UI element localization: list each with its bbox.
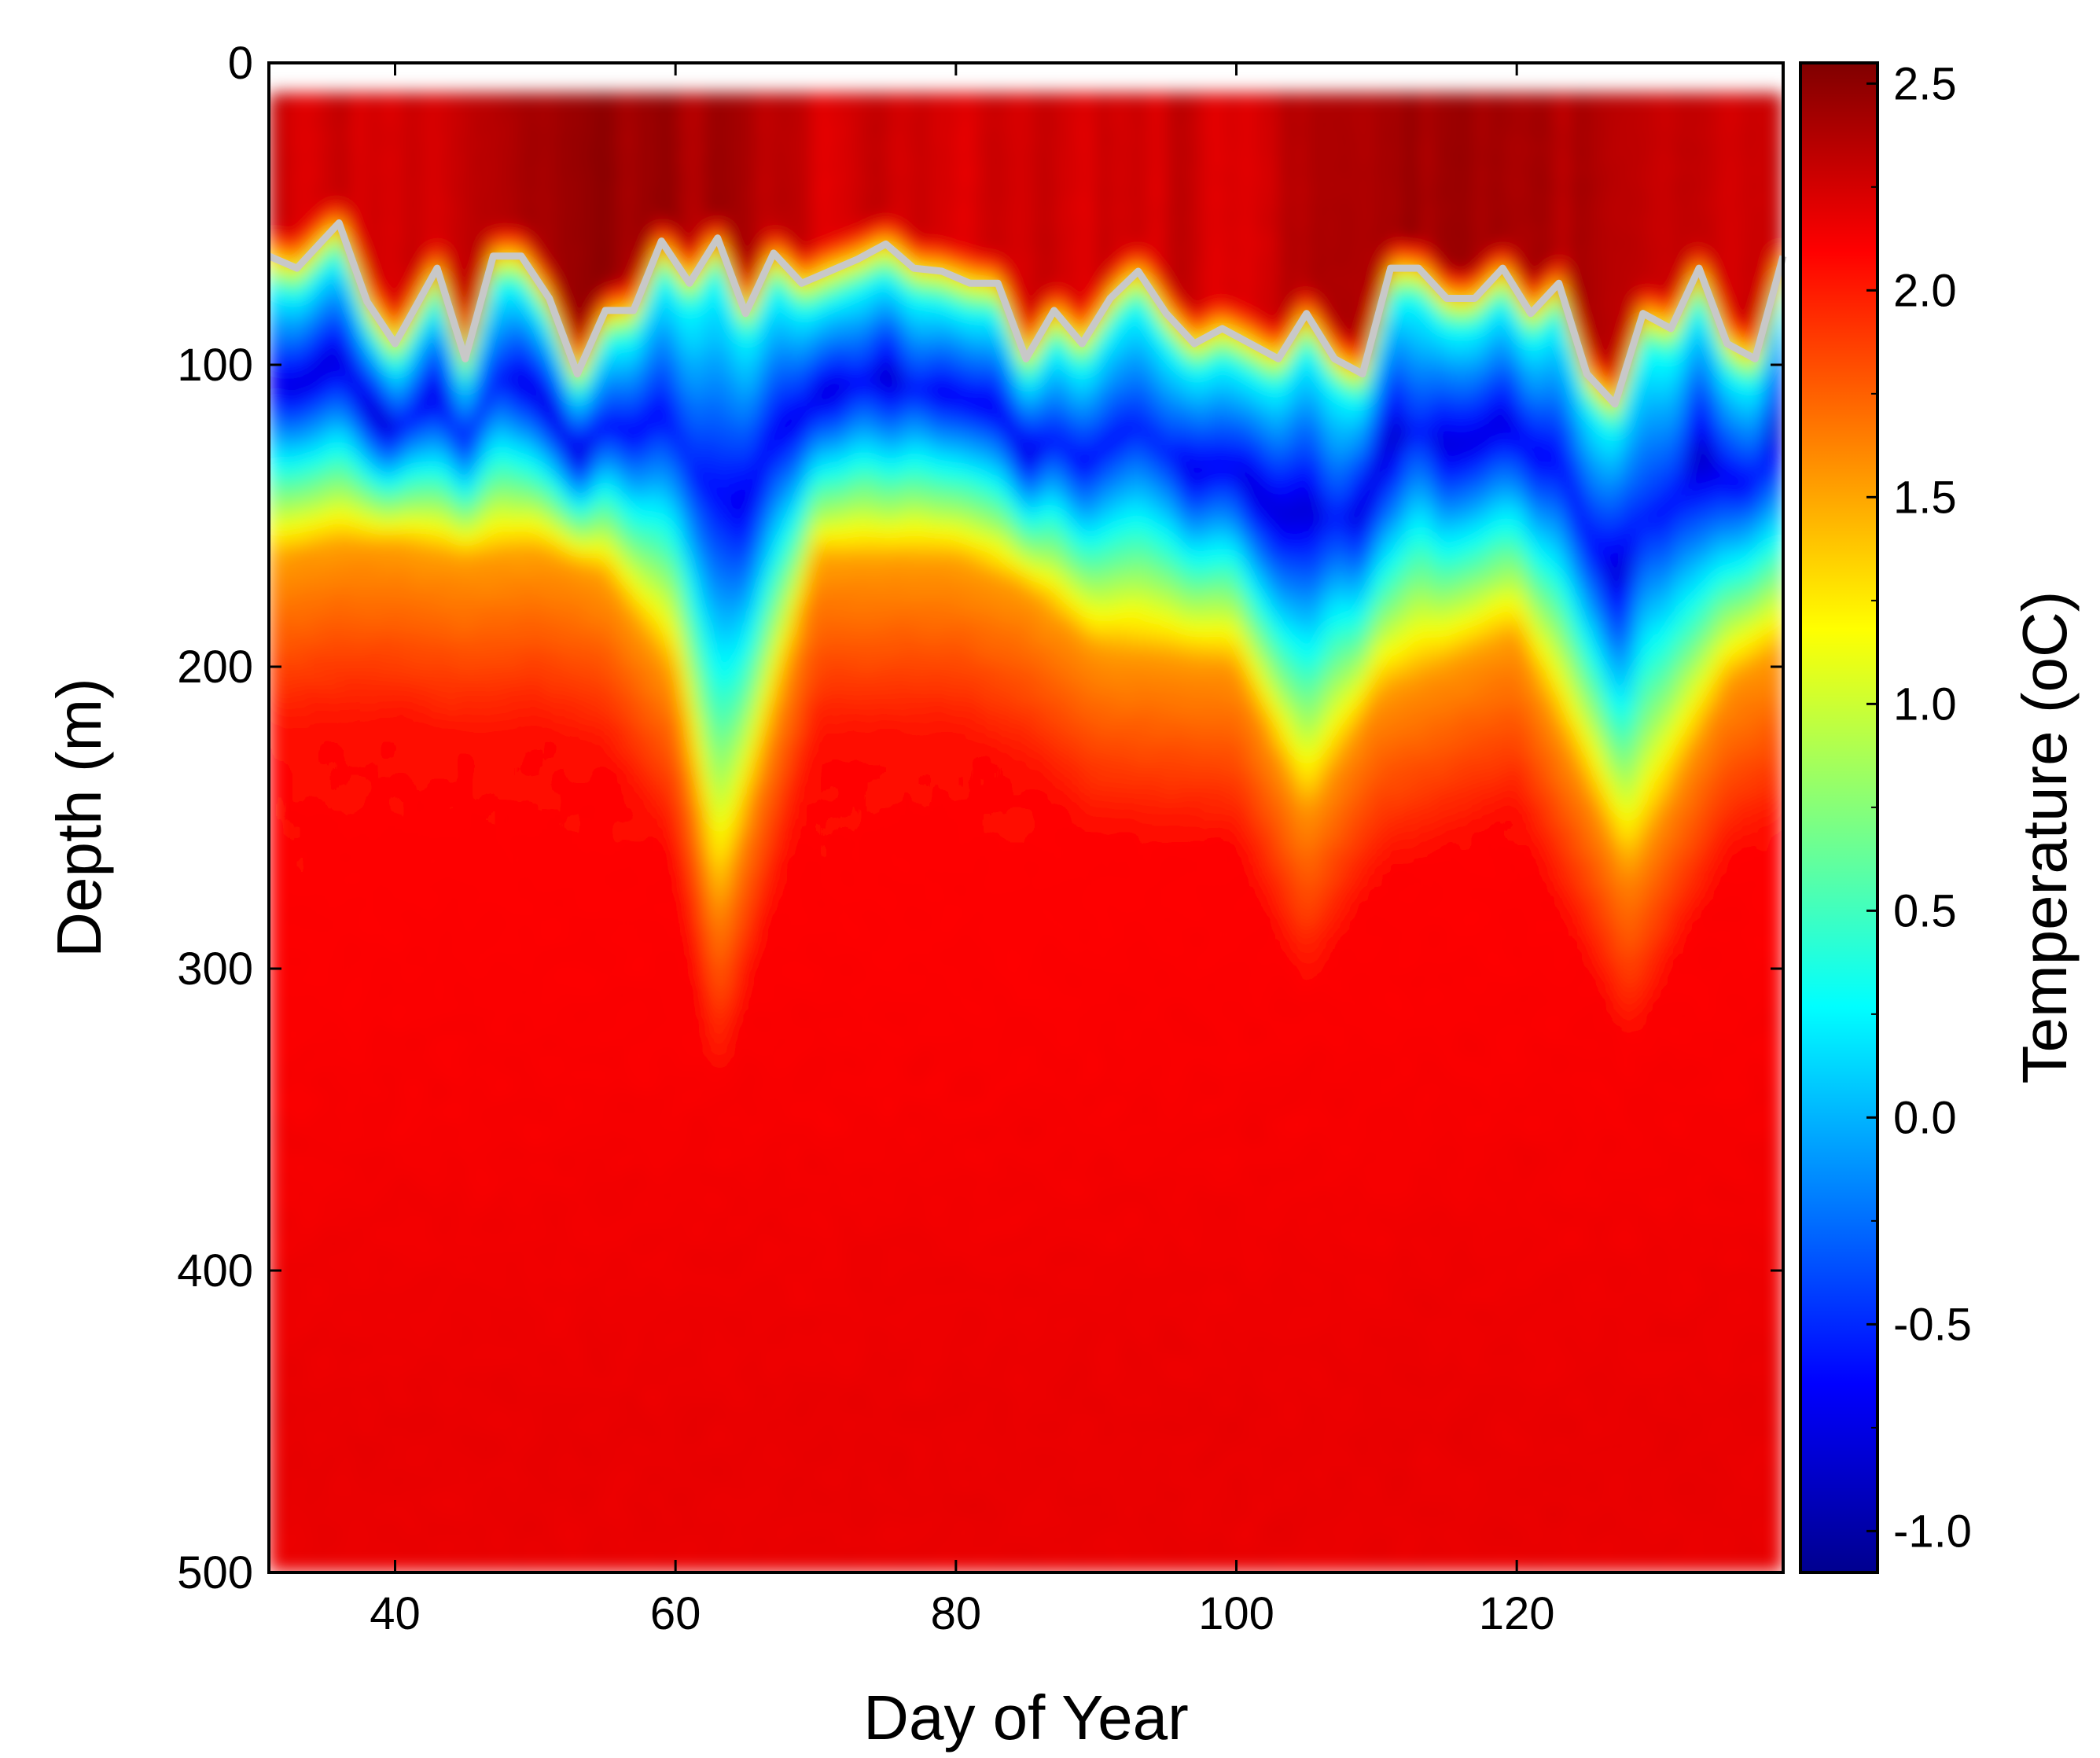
colorbar-tick-label: 2.0: [1893, 265, 1957, 316]
mixed-layer-depth-line: [267, 219, 1787, 408]
x-tick-label: 120: [1479, 1588, 1555, 1639]
colorbar-tick-label: -1.0: [1893, 1506, 1972, 1557]
colorbar-ticks: 2.5 2.0 1.5 1.0 0.5 0.0 -0.5 -1.0: [1866, 58, 1972, 1557]
x-axis: 40 60 80 100 120: [370, 63, 1555, 1639]
y-tick-label: 400: [177, 1245, 253, 1296]
x-tick-label: 80: [931, 1588, 982, 1639]
x-tick-label: 60: [650, 1588, 701, 1639]
y-tick-label: 200: [177, 642, 253, 693]
plot-area: 40 60 80 100 120 0 100 200 300 400 500 Day of Yea…: [44, 38, 1787, 1752]
x-tick-label: 40: [370, 1588, 421, 1639]
colorbar-tick-label: 0.0: [1893, 1092, 1957, 1143]
y-axis-label: Depth (m): [44, 678, 114, 958]
colorbar: 2.5 2.0 1.5 1.0 0.5 0.0 -0.5 -1.0 Temperature (…: [1799, 58, 2080, 1574]
y-axis: 0 100 200 300 400 500: [177, 38, 1783, 1598]
heatmap-image: [269, 93, 1783, 1572]
x-tick-label: 100: [1198, 1588, 1274, 1639]
y-tick-label: 300: [177, 943, 253, 995]
colorbar-gradient: [1800, 63, 1877, 1572]
colorbar-tick-label: 2.5: [1893, 58, 1957, 109]
plot-frame: [267, 61, 1785, 1574]
colorbar-frame: [1799, 61, 1879, 1574]
colorbar-tick-label: 1.5: [1893, 472, 1957, 523]
y-tick-label: 0: [228, 38, 253, 89]
temperature-field: [269, 93, 1783, 1572]
colorbar-label: Temperature (oC): [2010, 591, 2080, 1084]
colorbar-tick-label: 1.0: [1893, 679, 1957, 730]
colorbar-tick-label: 0.5: [1893, 885, 1957, 936]
y-tick-label: 100: [177, 340, 253, 391]
colorbar-tick-label: -0.5: [1893, 1299, 1972, 1350]
x-axis-label: Day of Year: [863, 1683, 1189, 1752]
y-tick-label: 500: [177, 1547, 253, 1598]
